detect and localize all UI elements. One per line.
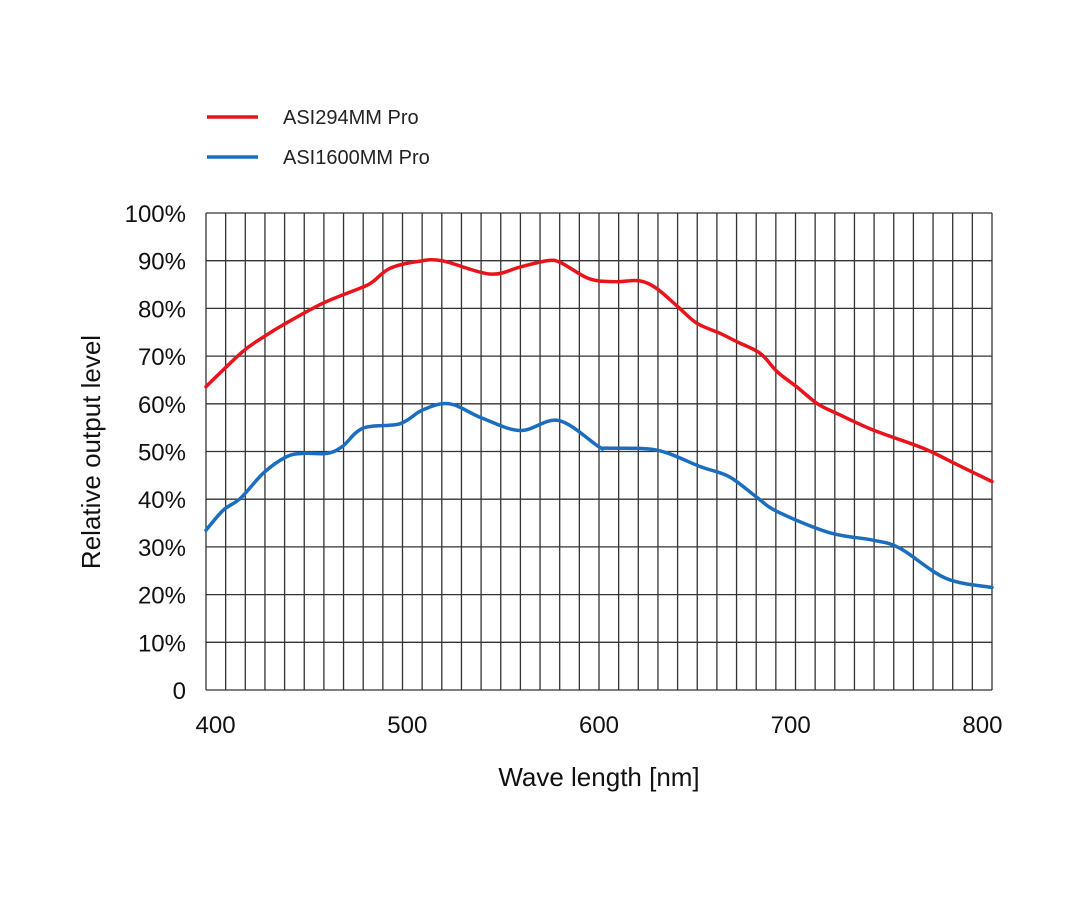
y-tick-label: 0 [173,678,186,705]
y-tick-label: 20% [138,583,186,610]
y-tick-label: 70% [138,344,186,371]
y-tick-label: 30% [138,535,186,562]
x-tick-label: 700 [771,712,811,739]
y-tick-label: 100% [125,201,186,228]
x-tick-label: 600 [579,712,619,739]
legend-label: ASI294MM Pro [283,107,419,129]
grid [205,212,993,691]
y-tick-label: 80% [138,296,186,323]
legend-label: ASI1600MM Pro [283,147,430,169]
x-tick-label: 500 [387,712,427,739]
x-tick-label: 800 [962,712,1002,739]
series-line-1 [204,401,994,590]
y-tick-labels: 0 10% 20% 30% 40% 50% 60% 70% 80% 90% 100% [125,201,186,705]
y-axis-label: Relative output level [76,335,106,569]
series-lines [204,258,994,590]
y-tick-label: 90% [138,249,186,276]
y-tick-label: 40% [138,487,186,514]
x-tick-labels: 400 500 600 700 800 [196,712,1003,739]
x-tick-label: 400 [196,712,236,739]
y-tick-label: 10% [138,630,186,657]
y-tick-label: 50% [138,440,186,467]
y-tick-label: 60% [138,392,186,419]
series-line-0 [204,258,994,484]
x-axis-label: Wave length [nm] [498,762,699,792]
legend: ASI294MM Pro ASI1600MM Pro [207,107,430,169]
